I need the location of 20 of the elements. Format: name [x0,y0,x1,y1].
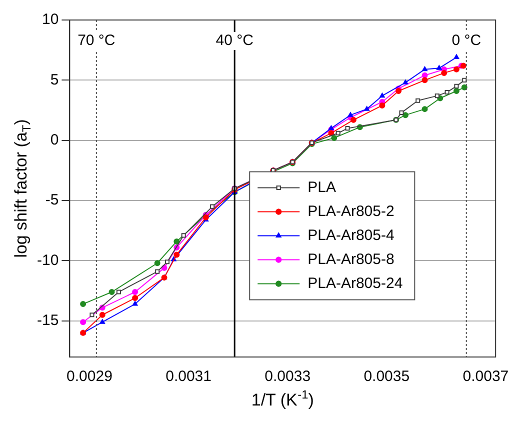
y-tick-label: 10 [42,11,59,28]
y-axis-title: log shift factor (aT) [12,119,34,258]
y-tick-label: 0 [50,132,59,148]
legend-label: PLA-Ar805-4 [308,226,394,244]
y-tick-label: -5 [45,192,59,209]
ref-line-label: 0 °C [452,32,482,50]
ref-line-label: 70 °C [78,32,116,50]
x-tick-label: 0.0029 [66,368,112,386]
y-tick-label: -15 [36,312,59,330]
legend-label: PLA-Ar805-24 [308,274,403,292]
legend-label: PLA-Ar805-2 [308,202,394,220]
x-tick-label: 0.0031 [166,368,212,386]
legend-label: PLA-Ar805-8 [308,250,394,268]
x-tick-label: 0.0033 [264,368,311,386]
y-tick-label: 5 [50,71,59,88]
x-tick-label: 0.0035 [364,368,410,386]
legend-label: PLA [308,178,336,196]
x-tick-label: 0.0037 [462,368,509,386]
ref-line-label: 40 °C [216,32,254,50]
y-tick-label: -10 [36,252,59,269]
